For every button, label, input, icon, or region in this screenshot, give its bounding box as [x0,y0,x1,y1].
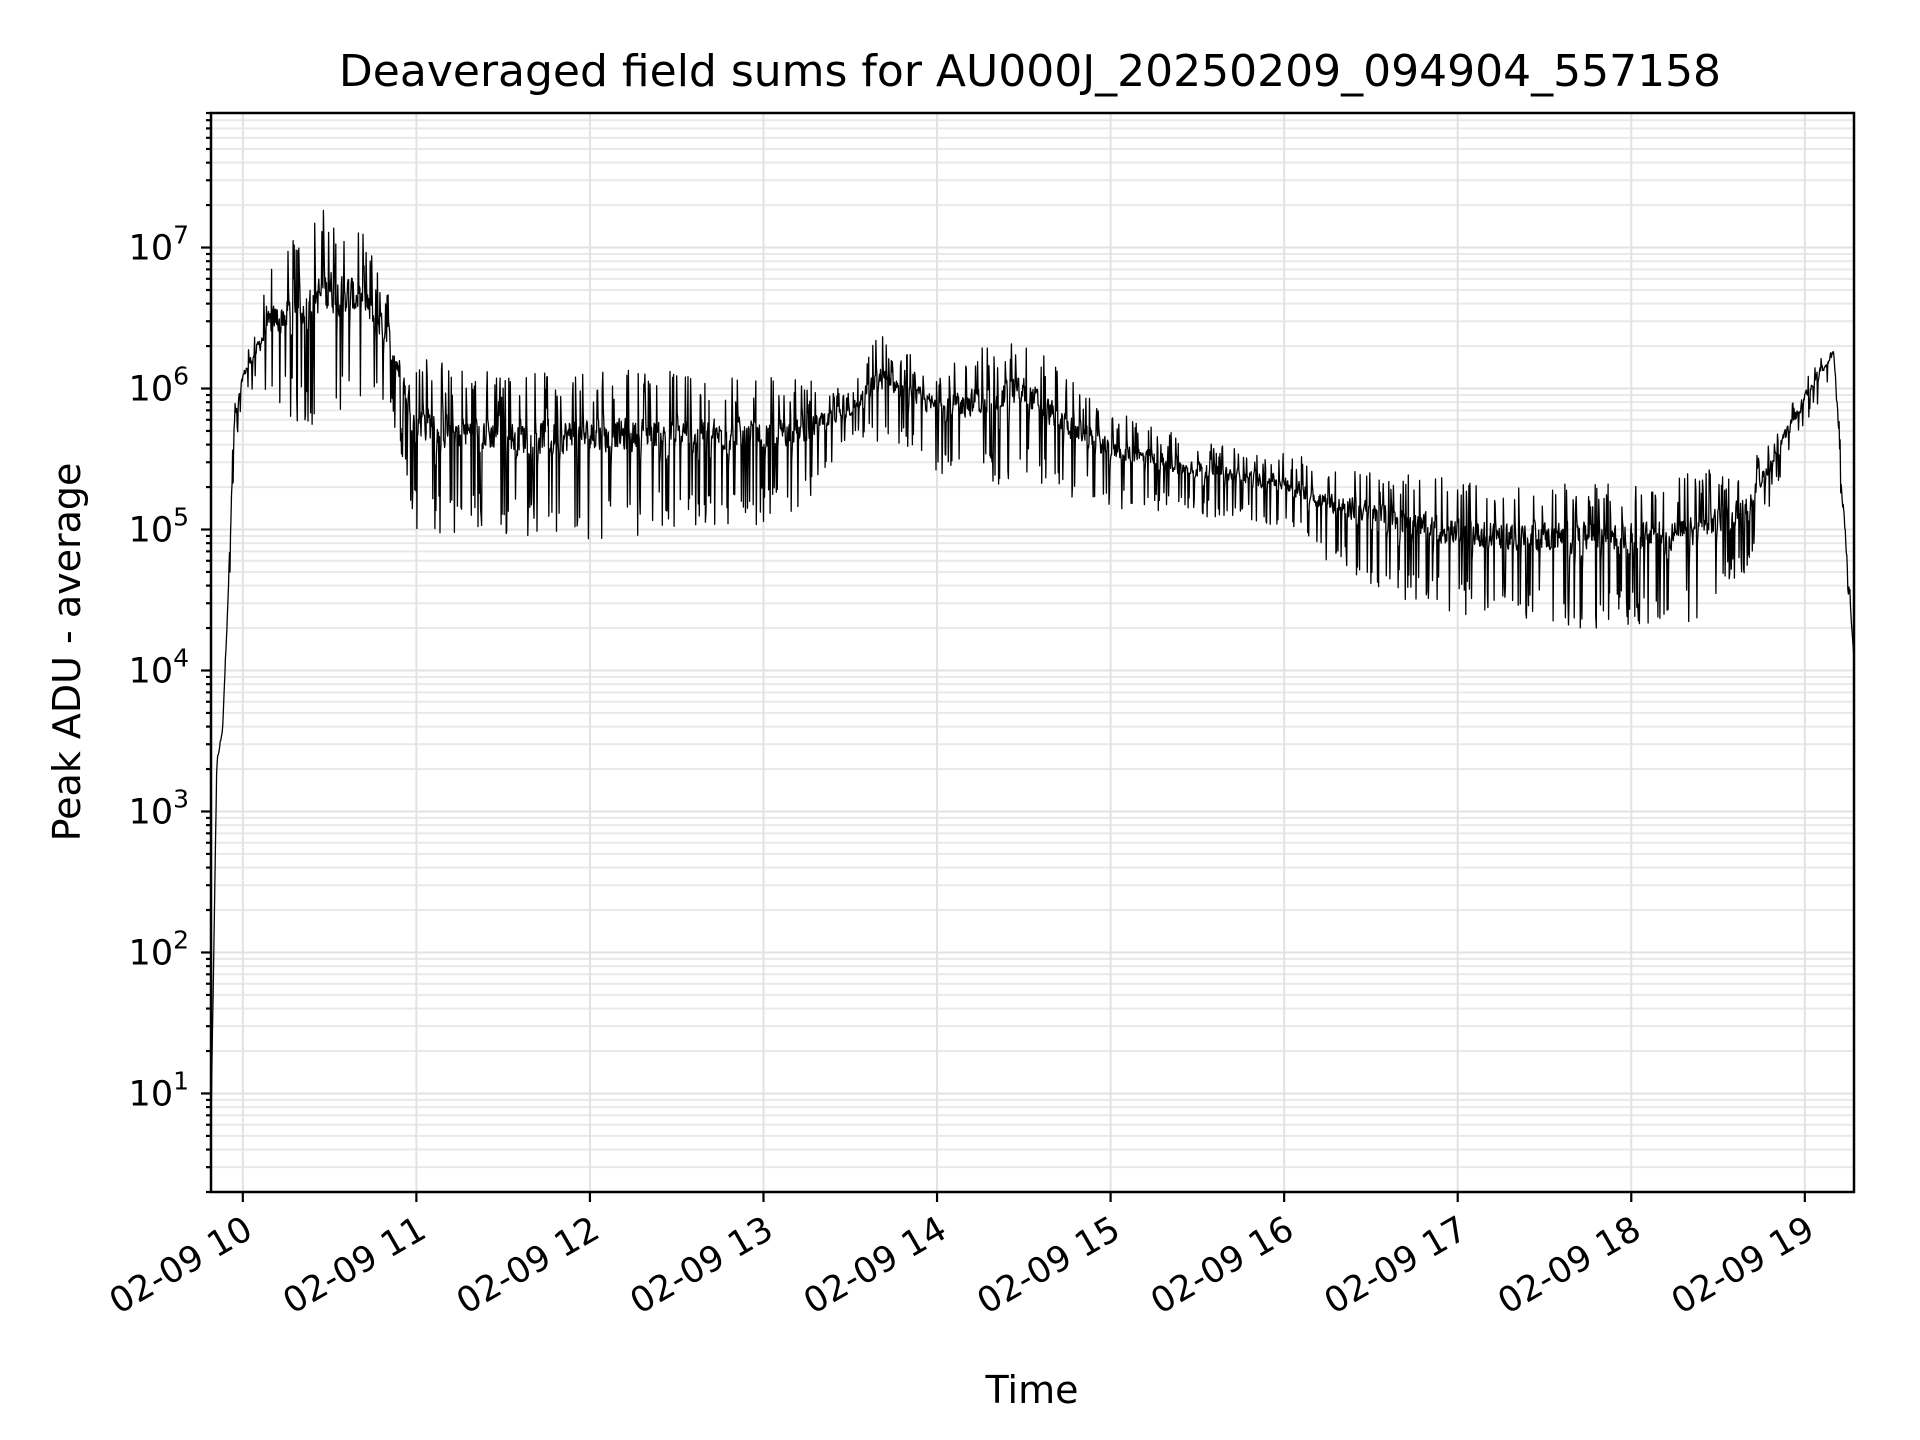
x-tick-label: 02-09 10 [103,1209,259,1322]
y-axis-label: Peak ADU - average [45,463,89,842]
x-tick-label: 02-09 14 [797,1209,953,1322]
y-tick-label: 106 [129,362,189,410]
x-axis-label: Time [985,1368,1079,1412]
x-tick-label: 02-09 17 [1318,1209,1474,1322]
y-axis: 101 102 103 104 105 106 107 [129,111,211,1194]
minor-gridlines [211,112,1854,1193]
y-tick-label: 101 [129,1066,189,1114]
x-tick-label: 02-09 16 [1144,1209,1300,1322]
x-tick-label: 02-09 15 [971,1209,1127,1322]
x-axis: 02-09 10 02-09 11 02-09 12 02-09 13 02-09 14… [103,1192,1821,1322]
x-tick-label: 02-09 11 [277,1209,433,1322]
chart-title: Deaveraged field sums for AU000J_2025020… [339,46,1721,97]
y-tick-label: 103 [129,784,189,832]
y-tick-label: 105 [129,503,189,551]
x-tick-label: 02-09 13 [624,1209,780,1322]
y-tick-label: 104 [129,643,189,691]
y-tick-label: 102 [129,925,189,973]
plot-frame [209,111,1856,1194]
series-line [210,209,1855,1125]
y-tick-label: 107 [129,221,189,269]
x-tick-label: 02-09 12 [450,1209,606,1322]
major-gridlines [211,113,1854,1192]
x-tick-label: 02-09 19 [1665,1209,1821,1322]
x-tick-label: 02-09 18 [1491,1209,1647,1322]
